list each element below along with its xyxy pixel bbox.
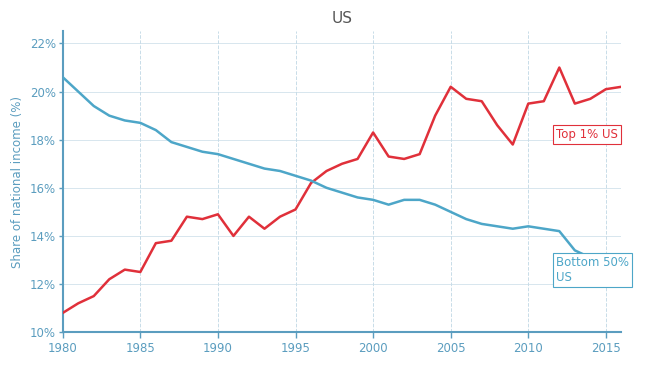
Title: US: US xyxy=(331,11,353,26)
Y-axis label: Share of national income (%): Share of national income (%) xyxy=(11,96,24,268)
Text: Top 1% US: Top 1% US xyxy=(556,128,618,141)
Text: Bottom 50%
US: Bottom 50% US xyxy=(556,255,630,284)
